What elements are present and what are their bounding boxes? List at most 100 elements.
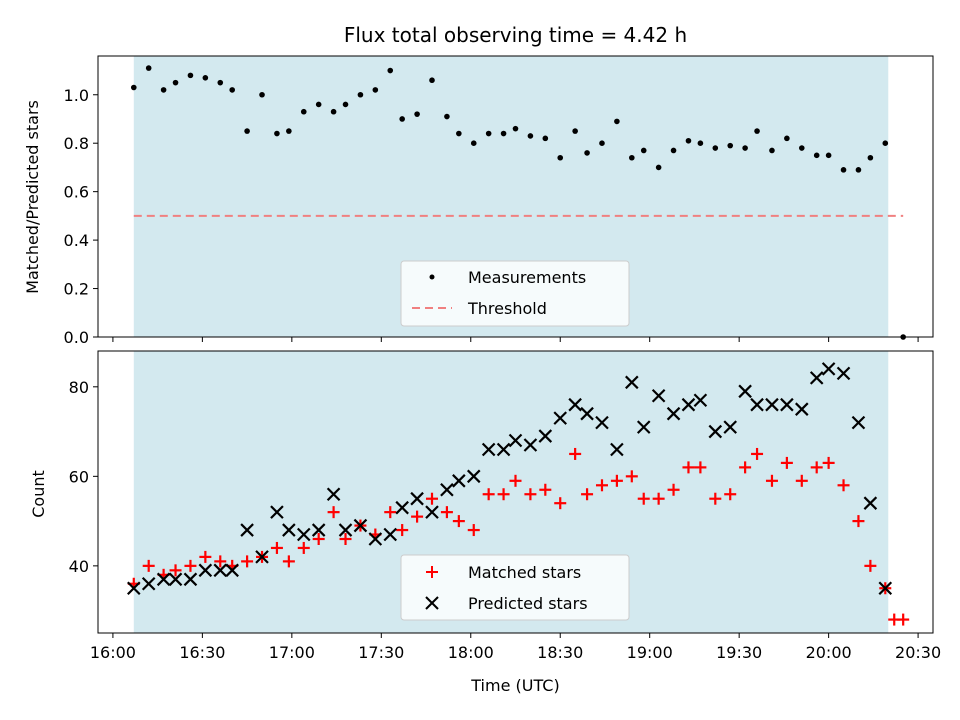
matched-star-point xyxy=(581,488,594,501)
matched-star-point xyxy=(739,461,752,474)
matched-star-point xyxy=(241,555,254,568)
time-x-tick-label: 18:00 xyxy=(448,643,494,662)
matched-star-point xyxy=(610,474,623,487)
measurement-point xyxy=(614,118,620,125)
count-y-tick-label: 60 xyxy=(69,467,89,486)
measurement-point xyxy=(217,79,224,86)
measurement-point xyxy=(315,101,322,108)
legend-matched-marker xyxy=(426,566,438,578)
predicted-star-point xyxy=(723,420,737,434)
ratio-panel-frame xyxy=(97,55,934,338)
measurement-point xyxy=(727,142,734,149)
matched-star-point xyxy=(184,559,197,572)
ratio-y-tick-label: 0.2 xyxy=(64,280,89,299)
ratio-y-axis-label: Matched/Predicted stars xyxy=(23,100,42,294)
measurement-point xyxy=(798,145,805,151)
predicted-star-points xyxy=(127,362,893,596)
count-legend: Matched stars Predicted stars xyxy=(400,554,630,621)
predicted-star-point xyxy=(651,388,666,403)
measurement-point xyxy=(229,87,235,93)
matched-star-point xyxy=(569,447,582,460)
matched-star-point xyxy=(440,506,453,519)
measurement-point xyxy=(470,140,477,147)
measurement-point xyxy=(882,140,889,147)
matched-star-point xyxy=(384,506,397,519)
predicted-star-point xyxy=(270,505,284,519)
matched-star-point xyxy=(667,483,680,496)
measurement-point xyxy=(342,101,349,108)
predicted-star-point xyxy=(481,442,496,457)
predicted-star-point xyxy=(452,474,466,488)
predicted-star-point xyxy=(311,523,326,537)
predicted-star-point xyxy=(625,375,639,390)
measurement-point xyxy=(629,154,635,161)
matched-star-point xyxy=(482,488,495,501)
predicted-star-point xyxy=(296,527,311,542)
legend-threshold-label: Threshold xyxy=(467,299,547,318)
predicted-star-point xyxy=(863,496,878,510)
measurement-point xyxy=(512,125,519,132)
matched-star-point xyxy=(595,479,608,492)
measurement-point xyxy=(414,111,420,117)
predicted-star-point xyxy=(168,572,183,587)
legend-measurements-label: Measurements xyxy=(468,268,586,287)
count-panel-frame xyxy=(97,350,934,634)
predicted-star-point xyxy=(496,442,511,457)
matched-star-point xyxy=(327,506,340,519)
matched-star-point xyxy=(625,470,638,483)
ratio-y-tick-label: 0.8 xyxy=(64,134,89,153)
measurement-point xyxy=(557,154,564,161)
time-x-tick-label: 18:30 xyxy=(537,643,583,662)
matched-star-point xyxy=(297,541,310,554)
measurement-point xyxy=(813,152,820,159)
predicted-star-point xyxy=(610,442,624,457)
measurement-point xyxy=(259,91,265,98)
measurement-point xyxy=(742,145,748,151)
predicted-star-point xyxy=(765,397,779,412)
measurement-point xyxy=(572,128,578,134)
matched-star-point xyxy=(765,474,778,487)
count-y-tick-label: 40 xyxy=(69,557,89,576)
predicted-star-point xyxy=(198,563,213,578)
predicted-star-point xyxy=(538,429,553,443)
measurement-point xyxy=(130,84,137,91)
matched-star-point xyxy=(810,461,823,474)
predicted-star-point xyxy=(255,550,269,564)
matched-star-point xyxy=(724,488,737,501)
matched-star-point xyxy=(312,533,325,545)
ratio-y-tick-label: 0.0 xyxy=(64,328,89,347)
time-x-tick-label: 17:00 xyxy=(269,643,315,662)
matched-star-point xyxy=(396,524,409,537)
matched-star-point xyxy=(709,492,722,505)
predicted-star-point xyxy=(636,420,651,434)
count-y-tick-label: 80 xyxy=(69,378,89,397)
predicted-star-point xyxy=(353,518,368,533)
predicted-star-point xyxy=(368,532,383,546)
measurement-point xyxy=(399,116,405,122)
predicted-star-point xyxy=(383,527,398,542)
predicted-star-point xyxy=(568,397,582,412)
matched-star-point xyxy=(682,461,695,474)
matched-star-point xyxy=(142,559,155,572)
matched-star-point xyxy=(554,497,567,510)
measurement-point xyxy=(145,65,152,71)
matched-star-point xyxy=(897,613,910,626)
measurement-point xyxy=(640,147,647,154)
predicted-star-point xyxy=(780,397,794,412)
measurement-point xyxy=(274,130,280,137)
matched-star-point xyxy=(214,555,227,568)
measurement-point xyxy=(456,130,462,137)
measurement-point xyxy=(754,128,760,134)
matched-star-point xyxy=(837,479,850,492)
measurement-point xyxy=(655,164,662,171)
matched-star-point xyxy=(426,492,438,505)
matched-star-point xyxy=(795,474,808,487)
matched-star-point xyxy=(509,474,522,487)
predicted-star-point xyxy=(681,397,696,412)
matched-star-point xyxy=(751,447,764,460)
predicted-star-point xyxy=(225,563,239,578)
time-x-tick-label: 19:30 xyxy=(716,643,762,662)
predicted-star-point xyxy=(523,438,538,452)
measurement-point xyxy=(685,137,692,144)
